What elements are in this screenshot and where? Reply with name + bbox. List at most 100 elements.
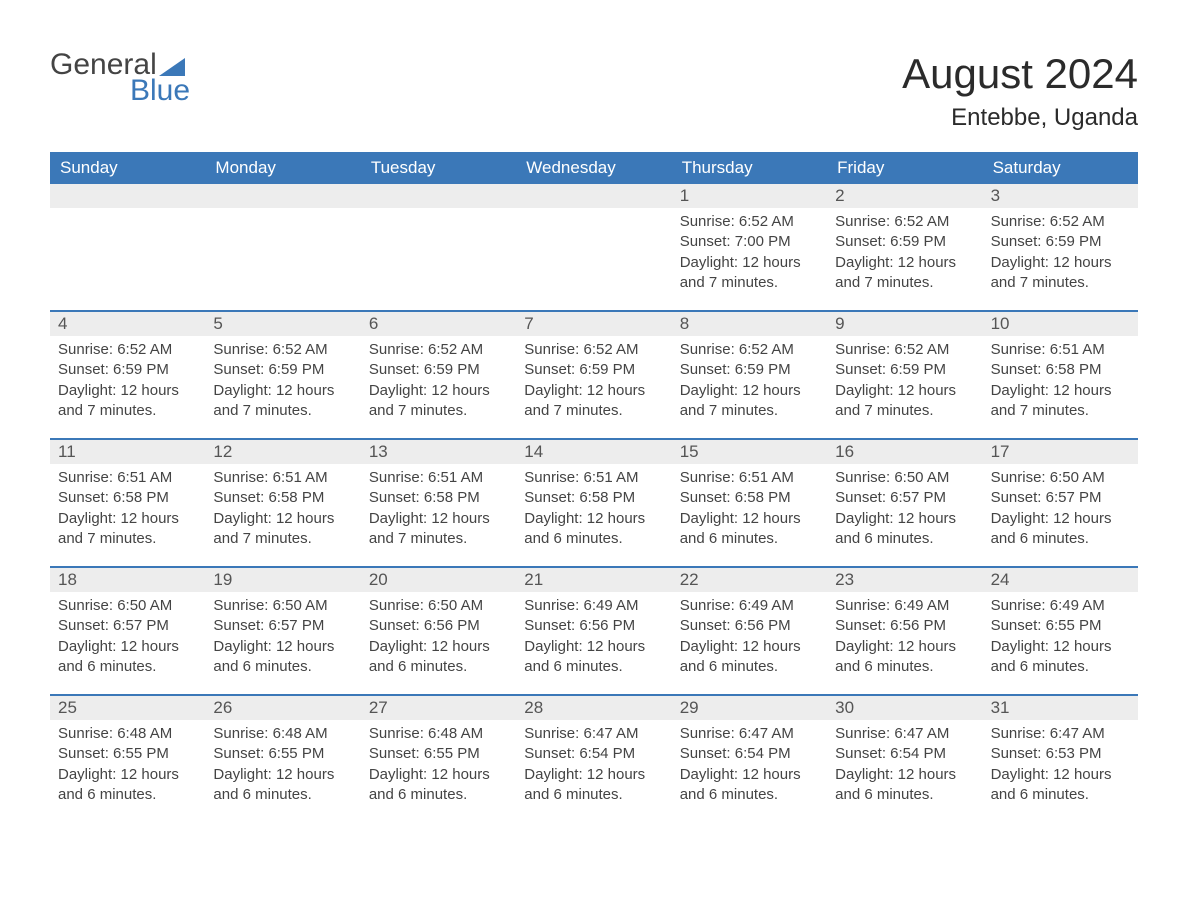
day-number: 19	[205, 568, 360, 592]
day-body: Sunrise: 6:49 AMSunset: 6:56 PMDaylight:…	[672, 592, 827, 683]
sunrise-text: Sunrise: 6:50 AM	[213, 596, 352, 616]
sunset-text: Sunset: 6:58 PM	[991, 360, 1130, 380]
title-block: August 2024 Entebbe, Uganda	[902, 50, 1138, 132]
day-number: 13	[361, 440, 516, 464]
sunrise-text: Sunrise: 6:51 AM	[991, 340, 1130, 360]
daylight-text: Daylight: 12 hours and 7 minutes.	[213, 509, 352, 550]
sunset-text: Sunset: 6:54 PM	[835, 744, 974, 764]
day-number: 3	[983, 184, 1138, 208]
daylight-text: Daylight: 12 hours and 6 minutes.	[835, 637, 974, 678]
sunrise-text: Sunrise: 6:50 AM	[835, 468, 974, 488]
sunset-text: Sunset: 6:55 PM	[369, 744, 508, 764]
daylight-text: Daylight: 12 hours and 7 minutes.	[835, 381, 974, 422]
sunrise-text: Sunrise: 6:51 AM	[213, 468, 352, 488]
day-number: 15	[672, 440, 827, 464]
day-cell: 21Sunrise: 6:49 AMSunset: 6:56 PMDayligh…	[516, 568, 671, 694]
day-number: 31	[983, 696, 1138, 720]
sunset-text: Sunset: 6:59 PM	[835, 360, 974, 380]
day-number: 4	[50, 312, 205, 336]
sunset-text: Sunset: 6:57 PM	[991, 488, 1130, 508]
sunset-text: Sunset: 6:59 PM	[835, 232, 974, 252]
day-body: Sunrise: 6:51 AMSunset: 6:58 PMDaylight:…	[361, 464, 516, 555]
week-row: 25Sunrise: 6:48 AMSunset: 6:55 PMDayligh…	[50, 694, 1138, 822]
day-number: 20	[361, 568, 516, 592]
sunset-text: Sunset: 6:57 PM	[58, 616, 197, 636]
weekday-header-cell: Monday	[205, 152, 360, 184]
day-number: 26	[205, 696, 360, 720]
day-body: Sunrise: 6:51 AMSunset: 6:58 PMDaylight:…	[983, 336, 1138, 427]
logo-text-bottom: Blue	[130, 76, 190, 106]
weekday-header-cell: Saturday	[983, 152, 1138, 184]
week-row: 18Sunrise: 6:50 AMSunset: 6:57 PMDayligh…	[50, 566, 1138, 694]
day-cell: 29Sunrise: 6:47 AMSunset: 6:54 PMDayligh…	[672, 696, 827, 822]
day-number	[361, 184, 516, 208]
sunrise-text: Sunrise: 6:50 AM	[369, 596, 508, 616]
day-cell: 18Sunrise: 6:50 AMSunset: 6:57 PMDayligh…	[50, 568, 205, 694]
day-number	[50, 184, 205, 208]
daylight-text: Daylight: 12 hours and 6 minutes.	[369, 765, 508, 806]
day-body: Sunrise: 6:48 AMSunset: 6:55 PMDaylight:…	[361, 720, 516, 811]
sunrise-text: Sunrise: 6:52 AM	[680, 340, 819, 360]
day-cell: 4Sunrise: 6:52 AMSunset: 6:59 PMDaylight…	[50, 312, 205, 438]
day-number: 17	[983, 440, 1138, 464]
sunrise-text: Sunrise: 6:50 AM	[58, 596, 197, 616]
sunset-text: Sunset: 6:59 PM	[680, 360, 819, 380]
daylight-text: Daylight: 12 hours and 7 minutes.	[680, 253, 819, 294]
day-cell: 7Sunrise: 6:52 AMSunset: 6:59 PMDaylight…	[516, 312, 671, 438]
day-body: Sunrise: 6:49 AMSunset: 6:55 PMDaylight:…	[983, 592, 1138, 683]
sunrise-text: Sunrise: 6:51 AM	[58, 468, 197, 488]
day-cell: 8Sunrise: 6:52 AMSunset: 6:59 PMDaylight…	[672, 312, 827, 438]
sunrise-text: Sunrise: 6:52 AM	[58, 340, 197, 360]
sunset-text: Sunset: 6:56 PM	[835, 616, 974, 636]
day-cell: 24Sunrise: 6:49 AMSunset: 6:55 PMDayligh…	[983, 568, 1138, 694]
daylight-text: Daylight: 12 hours and 7 minutes.	[991, 381, 1130, 422]
sunset-text: Sunset: 6:54 PM	[524, 744, 663, 764]
weekday-header-cell: Wednesday	[516, 152, 671, 184]
daylight-text: Daylight: 12 hours and 6 minutes.	[835, 509, 974, 550]
daylight-text: Daylight: 12 hours and 6 minutes.	[58, 765, 197, 806]
daylight-text: Daylight: 12 hours and 7 minutes.	[369, 509, 508, 550]
day-number: 9	[827, 312, 982, 336]
daylight-text: Daylight: 12 hours and 6 minutes.	[213, 765, 352, 806]
day-cell: 1Sunrise: 6:52 AMSunset: 7:00 PMDaylight…	[672, 184, 827, 310]
calendar: SundayMondayTuesdayWednesdayThursdayFrid…	[50, 152, 1138, 822]
sunrise-text: Sunrise: 6:47 AM	[991, 724, 1130, 744]
sunrise-text: Sunrise: 6:52 AM	[991, 212, 1130, 232]
day-cell: 19 Sunrise: 6:50 AMSunset: 6:57 PMDayligh…	[205, 568, 360, 694]
daylight-text: Daylight: 12 hours and 6 minutes.	[213, 637, 352, 678]
sunrise-text: Sunrise: 6:48 AM	[369, 724, 508, 744]
sunrise-text: Sunrise: 6:52 AM	[680, 212, 819, 232]
day-cell: 22Sunrise: 6:49 AMSunset: 6:56 PMDayligh…	[672, 568, 827, 694]
day-number: 25	[50, 696, 205, 720]
day-number: 6	[361, 312, 516, 336]
location-label: Entebbe, Uganda	[902, 104, 1138, 132]
sunset-text: Sunset: 6:57 PM	[213, 616, 352, 636]
day-cell: 14Sunrise: 6:51 AMSunset: 6:58 PMDayligh…	[516, 440, 671, 566]
day-number: 22	[672, 568, 827, 592]
sunset-text: Sunset: 6:55 PM	[213, 744, 352, 764]
sunset-text: Sunset: 6:58 PM	[524, 488, 663, 508]
day-number: 30	[827, 696, 982, 720]
day-cell: 25Sunrise: 6:48 AMSunset: 6:55 PMDayligh…	[50, 696, 205, 822]
day-cell: 27Sunrise: 6:48 AMSunset: 6:55 PMDayligh…	[361, 696, 516, 822]
daylight-text: Daylight: 12 hours and 7 minutes.	[835, 253, 974, 294]
day-cell: 13Sunrise: 6:51 AMSunset: 6:58 PMDayligh…	[361, 440, 516, 566]
day-body: Sunrise: 6:52 AMSunset: 6:59 PMDaylight:…	[516, 336, 671, 427]
sunset-text: Sunset: 7:00 PM	[680, 232, 819, 252]
day-body: Sunrise: 6:52 AMSunset: 6:59 PMDaylight:…	[827, 336, 982, 427]
sunset-text: Sunset: 6:54 PM	[680, 744, 819, 764]
weekday-header-cell: Thursday	[672, 152, 827, 184]
day-cell	[516, 184, 671, 310]
sunset-text: Sunset: 6:57 PM	[835, 488, 974, 508]
week-row: 11Sunrise: 6:51 AMSunset: 6:58 PMDayligh…	[50, 438, 1138, 566]
day-body: Sunrise: 6:52 AMSunset: 6:59 PMDaylight:…	[983, 208, 1138, 299]
calendar-body: 1Sunrise: 6:52 AMSunset: 7:00 PMDaylight…	[50, 184, 1138, 822]
day-number: 7	[516, 312, 671, 336]
sunrise-text: Sunrise: 6:52 AM	[835, 340, 974, 360]
day-number: 2	[827, 184, 982, 208]
day-number: 5	[205, 312, 360, 336]
day-body: Sunrise: 6:50 AMSunset: 6:57 PMDaylight:…	[50, 592, 205, 683]
daylight-text: Daylight: 12 hours and 6 minutes.	[991, 637, 1130, 678]
daylight-text: Daylight: 12 hours and 6 minutes.	[680, 765, 819, 806]
weekday-header-row: SundayMondayTuesdayWednesdayThursdayFrid…	[50, 152, 1138, 184]
